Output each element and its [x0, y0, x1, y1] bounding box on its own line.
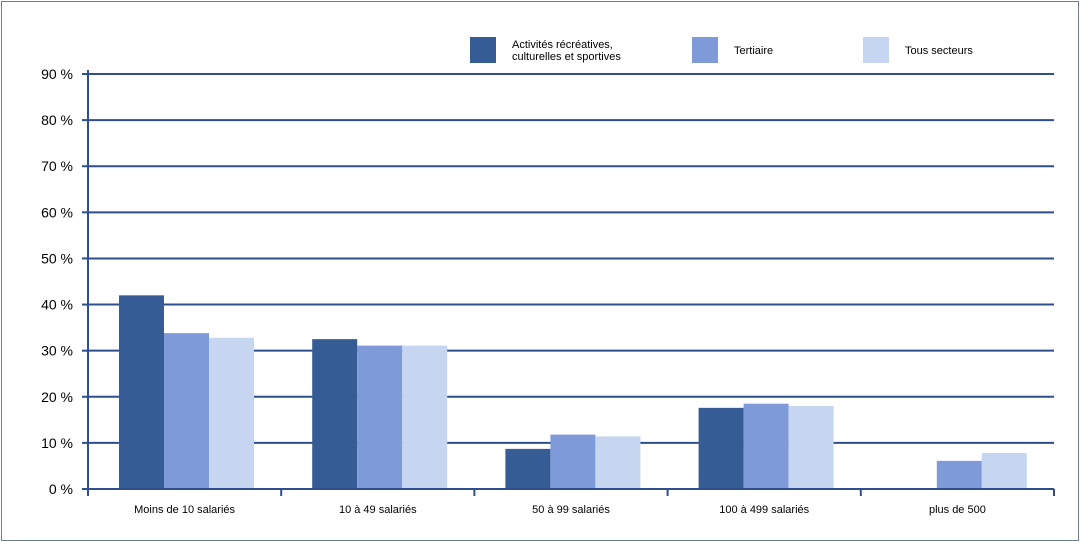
y-tick-label: 20 % [41, 389, 73, 405]
bar [788, 406, 834, 489]
bar [595, 436, 641, 489]
bar [164, 333, 209, 489]
y-tick-label: 30 % [41, 343, 73, 359]
bar [357, 345, 403, 489]
y-tick-label: 80 % [41, 112, 73, 128]
bar [936, 460, 982, 489]
y-tick-label: 40 % [41, 297, 73, 313]
axes [82, 70, 1055, 496]
legend-swatch [863, 37, 889, 63]
bar [402, 345, 448, 489]
category-label: 50 à 99 salariés [532, 504, 610, 516]
bar [209, 337, 254, 489]
legend-label: Tertiaire [734, 45, 773, 57]
legend: Activités récréatives, culturelles et spo… [470, 37, 973, 63]
bar [981, 453, 1027, 489]
category-label: plus de 500 [929, 504, 986, 516]
y-tick-label: 90 % [41, 66, 73, 82]
y-tick-label: 10 % [41, 435, 73, 451]
bar [505, 448, 551, 489]
y-tick-label: 60 % [41, 204, 73, 220]
bar [312, 339, 358, 489]
y-tick-label: 70 % [41, 158, 73, 174]
y-tick-label: 0 % [49, 481, 73, 497]
category-label: Moins de 10 salariés [134, 504, 235, 516]
category-label: 100 à 499 salariés [719, 504, 809, 516]
bar [743, 403, 789, 489]
y-tick-label: 50 % [41, 250, 73, 266]
bar [698, 407, 744, 489]
category-labels: Moins de 10 salariés 10 à 49 salariés 50 à… [134, 504, 986, 516]
bar [550, 434, 596, 489]
bars [119, 295, 1027, 489]
legend-label: Tous secteurs [905, 45, 973, 57]
bar [119, 295, 164, 489]
legend-label: Activités récréatives, culturelles et spo… [512, 39, 621, 63]
legend-swatch [692, 37, 718, 63]
category-label: 10 à 49 salariés [339, 504, 417, 516]
legend-swatch [470, 37, 496, 63]
y-tick-labels: 0 % 10 % 20 % 30 % 40 % 50 % 60 % 70 % 80 % 90 % [41, 66, 73, 497]
